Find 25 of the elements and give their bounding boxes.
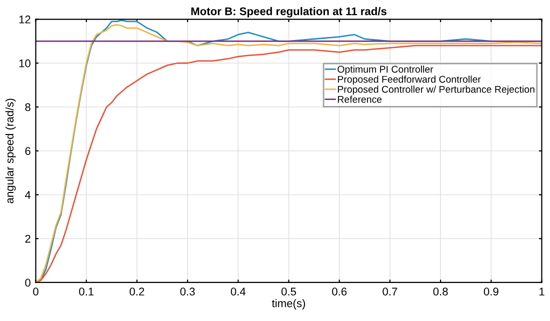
y-tick-label: 2	[25, 234, 30, 243]
x-tick-label: 0	[33, 288, 38, 296]
y-tick-label: 8	[25, 103, 30, 112]
x-tick-label: 0.6	[332, 288, 347, 296]
x-tick-label: 0.1	[79, 288, 94, 296]
chart-title: Motor B: Speed regulation at 11 rad/s	[191, 7, 386, 18]
x-tick-label: 0.3	[180, 288, 195, 296]
y-tick-label: 12	[19, 16, 30, 24]
y-tick-label: 4	[24, 191, 31, 199]
legend-label: Optimum PI Controller	[338, 66, 434, 75]
x-tick-label: 0.4	[230, 288, 246, 296]
x-axis-title: time(s)	[272, 299, 306, 310]
x-tick-label: 0.9	[484, 288, 498, 296]
y-tick-label: 10	[19, 59, 30, 68]
y-axis-title: angular speed (rad/s)	[5, 98, 16, 204]
x-tick-label: 0.2	[130, 288, 144, 296]
x-tick-label: 1	[540, 288, 544, 296]
legend-label: Proposed Controller w/ Perturbance Rejection	[338, 86, 534, 95]
legend-label: Proposed Feedforward Controller	[338, 76, 481, 85]
y-tick-label: 0	[25, 278, 30, 287]
y-tick-label: 6	[25, 147, 30, 156]
x-tick-label: 0.7	[382, 288, 398, 296]
x-tick-label: 0.8	[433, 288, 448, 296]
legend-label: Reference	[338, 96, 382, 103]
x-tick-label: 0.5	[281, 288, 296, 296]
